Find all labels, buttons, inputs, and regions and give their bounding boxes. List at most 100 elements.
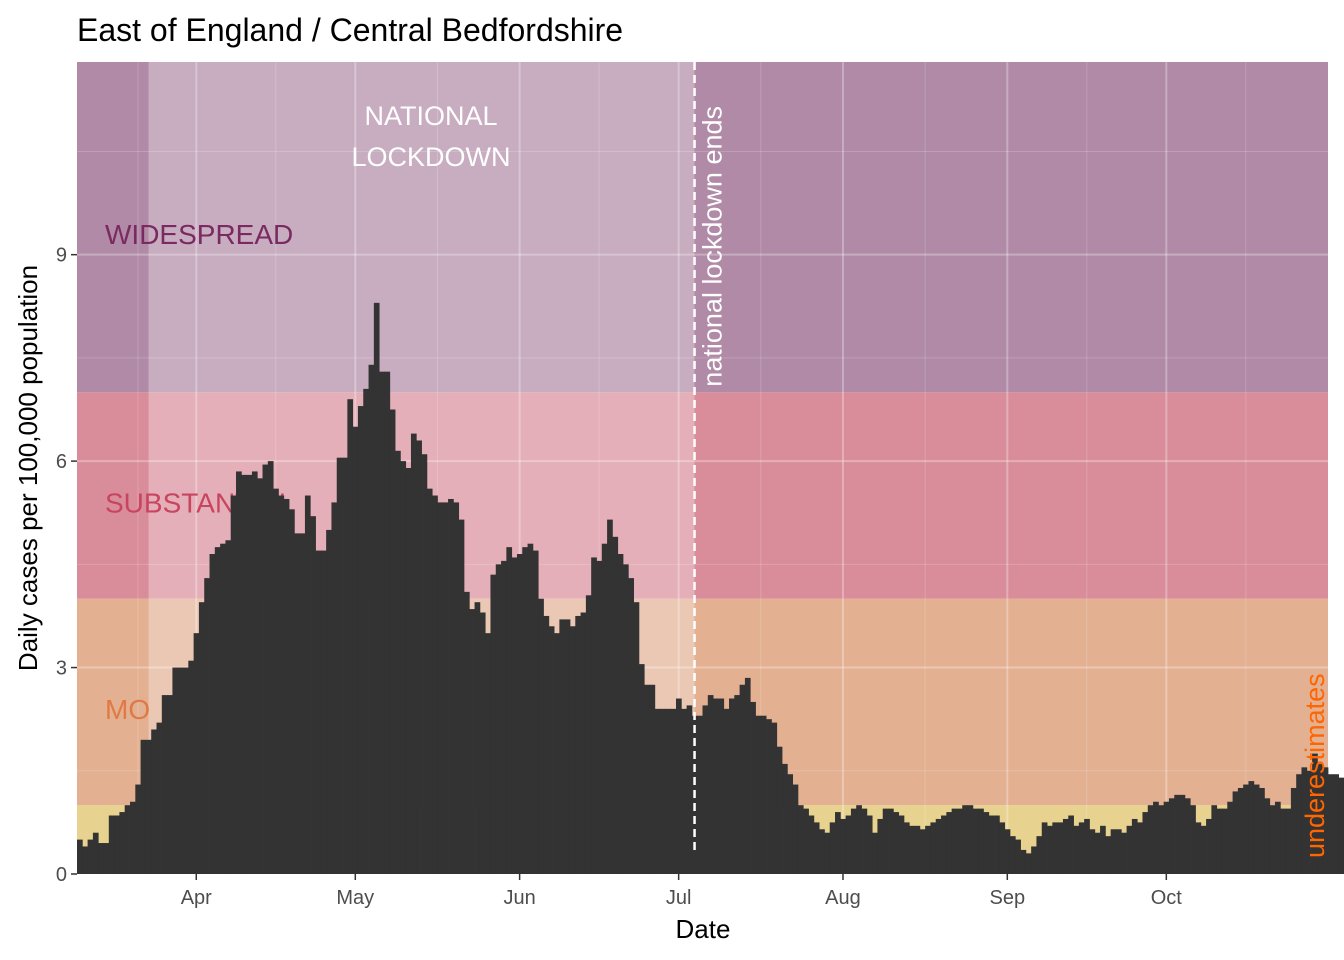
bar (845, 815, 852, 874)
bar (352, 426, 359, 874)
bar (898, 815, 905, 874)
bar (803, 808, 809, 874)
bar (538, 598, 544, 874)
x-tick-label: Apr (181, 887, 212, 909)
bar (596, 560, 603, 874)
bar (813, 822, 820, 874)
bar (1322, 767, 1329, 874)
bar (145, 739, 152, 874)
bar (1211, 805, 1218, 874)
lockdown-label-line1: NATIONAL (364, 101, 497, 131)
bar (532, 550, 539, 874)
bar (750, 701, 756, 874)
bar (1062, 818, 1069, 874)
bar (978, 808, 984, 874)
bar (225, 540, 232, 874)
bar (98, 843, 104, 874)
bar (1057, 822, 1064, 874)
bar (1306, 770, 1313, 874)
bar (776, 746, 783, 874)
bar (463, 591, 470, 874)
bar (1195, 822, 1202, 874)
bar (1232, 791, 1239, 874)
bar (77, 839, 83, 874)
bar (591, 557, 597, 874)
bar (797, 805, 804, 874)
bar (257, 478, 263, 874)
lockdown-label: NATIONAL LOCKDOWN (351, 101, 510, 172)
bar (278, 495, 285, 874)
bar (543, 615, 550, 874)
bar (92, 832, 99, 874)
bar (336, 457, 343, 874)
bar (649, 684, 656, 874)
bar (368, 364, 375, 874)
bar (564, 619, 571, 874)
lockdown-end-label: national lockdown ends (698, 106, 728, 387)
bar (1041, 822, 1048, 874)
bar (633, 602, 640, 874)
bar (1243, 784, 1249, 874)
bar (204, 578, 210, 874)
bar (1190, 805, 1196, 874)
bar (1052, 822, 1059, 874)
bar (490, 574, 497, 874)
bar (1264, 798, 1271, 874)
bar (167, 695, 173, 874)
bar (824, 832, 831, 874)
bar (734, 695, 741, 874)
bar (135, 784, 142, 874)
bar (909, 825, 915, 874)
bar (1036, 836, 1043, 874)
underestimates-label: underestimates (1300, 673, 1330, 858)
bar (1285, 808, 1292, 874)
bar (930, 822, 937, 874)
bar (707, 695, 714, 874)
bar (283, 498, 290, 874)
bar (670, 708, 677, 874)
bar (357, 406, 364, 874)
bar (644, 684, 650, 874)
bar (379, 371, 385, 874)
bar (548, 626, 555, 874)
bar (469, 609, 475, 874)
bar (506, 547, 513, 874)
bar (617, 554, 624, 874)
bar (448, 498, 454, 874)
band-3 (77, 62, 1328, 393)
bar (1163, 801, 1170, 874)
bar (442, 502, 449, 874)
bar (903, 822, 910, 874)
bar (660, 708, 666, 874)
bar (124, 805, 131, 874)
bar (140, 739, 147, 874)
bar (729, 698, 735, 874)
bar (1168, 798, 1175, 874)
y-tick-label: 3 (56, 658, 67, 680)
bar (416, 440, 422, 874)
bar (453, 502, 460, 874)
y-tick-label: 6 (56, 451, 67, 473)
bar (262, 464, 269, 874)
bar (1338, 777, 1344, 874)
bar (755, 715, 762, 874)
bar (183, 667, 189, 874)
bar (575, 615, 581, 874)
bar (1216, 808, 1223, 874)
bar (962, 805, 968, 874)
bar (559, 619, 566, 874)
x-axis: Apr May Jun Jul Aug Sep Oct (181, 874, 1182, 909)
bar (941, 815, 947, 874)
x-tick-label: Sep (990, 887, 1026, 909)
bar (585, 595, 592, 874)
x-tick-label: May (336, 887, 374, 909)
y-axis: 0 3 6 9 (56, 245, 77, 886)
bar (1105, 836, 1112, 874)
bar (405, 468, 412, 874)
band-label-1: MO (105, 694, 150, 725)
band-label-3: WIDESPREAD (105, 219, 293, 250)
bar (612, 536, 619, 874)
bar (787, 774, 794, 874)
bar (395, 450, 401, 874)
